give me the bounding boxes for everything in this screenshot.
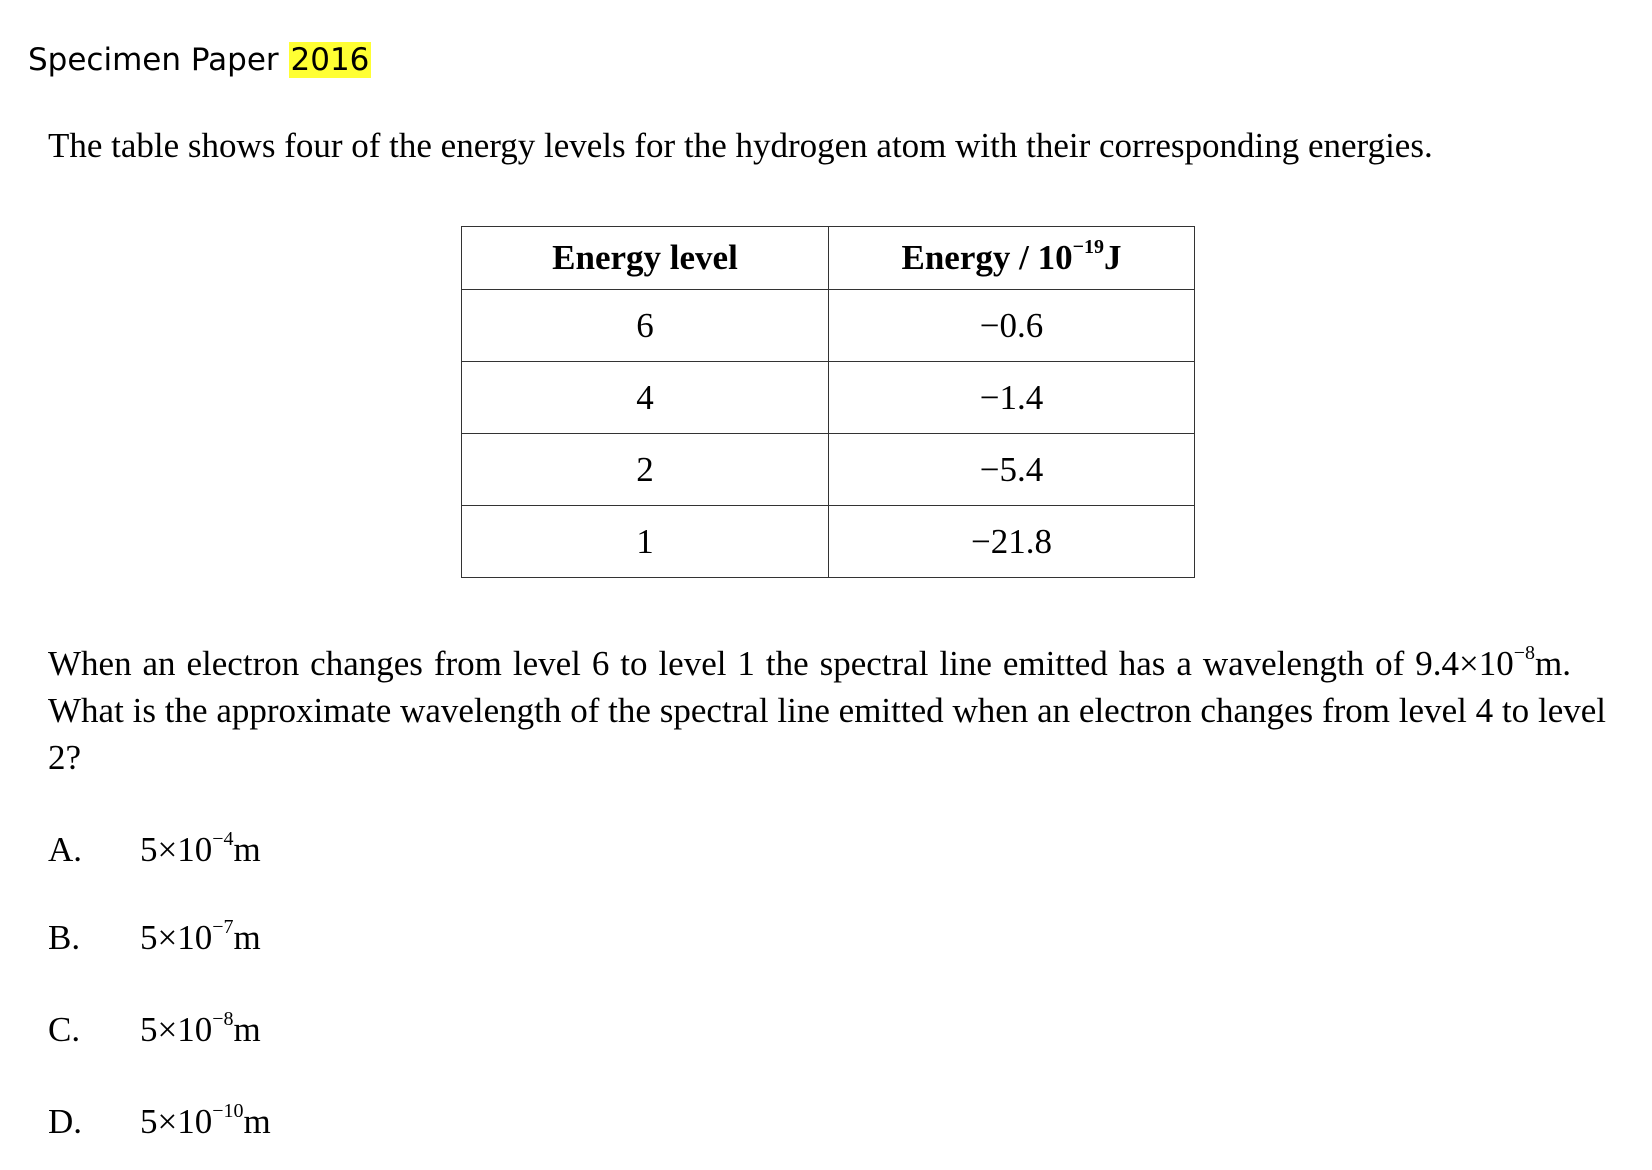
option-unit: m: [233, 918, 261, 957]
question-part2: m. What is the approximate wavelength of…: [48, 644, 1606, 777]
option-unit: m: [243, 1102, 271, 1141]
option-exponent: −4: [212, 828, 234, 850]
level-cell: 1: [461, 505, 829, 578]
table-row: 2 −5.4: [461, 433, 1195, 506]
header-energy: Energy / 10−19J: [828, 226, 1195, 290]
table-header-row: Energy level Energy / 10−19J: [461, 226, 1195, 290]
question-part1: When an electron changes from level 6 to…: [48, 644, 1514, 683]
option-exponent: −10: [212, 1100, 244, 1122]
option-letter: C.: [48, 1010, 81, 1049]
option-mantissa: 5×10: [140, 830, 213, 869]
table-row: 1 −21.8: [461, 505, 1195, 578]
paper-header: Specimen Paper 2016: [28, 36, 372, 84]
energy-cell: −5.4: [828, 433, 1195, 506]
option-letter: A.: [48, 830, 83, 869]
option-mantissa: 5×10: [140, 918, 213, 957]
energy-cell: −21.8: [828, 505, 1195, 578]
highlighted-year: 2016: [288, 42, 372, 78]
energy-cell: −0.6: [828, 289, 1195, 362]
header-energy-unit: J: [1104, 238, 1122, 277]
question-text: When an electron changes from level 6 to…: [48, 640, 1606, 781]
option-unit: m: [233, 1010, 261, 1049]
answer-option-c[interactable]: C. 5×10−8m: [48, 1006, 261, 1054]
paper-title: Specimen Paper: [28, 42, 279, 78]
answer-option-b[interactable]: B. 5×10−7m: [48, 914, 261, 962]
option-exponent: −7: [212, 916, 234, 938]
header-energy-text: Energy / 10: [901, 238, 1073, 277]
option-exponent: −8: [212, 1008, 234, 1030]
option-mantissa: 5×10: [140, 1102, 213, 1141]
table-row: 6 −0.6: [461, 289, 1195, 362]
option-letter: D.: [48, 1102, 83, 1141]
energy-cell: −1.4: [828, 361, 1195, 434]
option-letter: B.: [48, 918, 81, 957]
level-cell: 6: [461, 289, 829, 362]
table-row: 4 −1.4: [461, 361, 1195, 434]
option-mantissa: 5×10: [140, 1010, 213, 1049]
header-energy-level: Energy level: [461, 226, 829, 290]
level-cell: 2: [461, 433, 829, 506]
header-energy-exponent: −19: [1072, 236, 1104, 258]
option-unit: m: [233, 830, 261, 869]
intro-text: The table shows four of the energy level…: [48, 126, 1433, 165]
answer-option-d[interactable]: D. 5×10−10m: [48, 1098, 271, 1146]
level-cell: 4: [461, 361, 829, 434]
question-exponent: −8: [1513, 642, 1536, 664]
answer-option-a[interactable]: A. 5×10−4m: [48, 826, 261, 874]
energy-levels-table: Energy level Energy / 10−19J 6 −0.6 4 −1…: [461, 226, 1195, 578]
